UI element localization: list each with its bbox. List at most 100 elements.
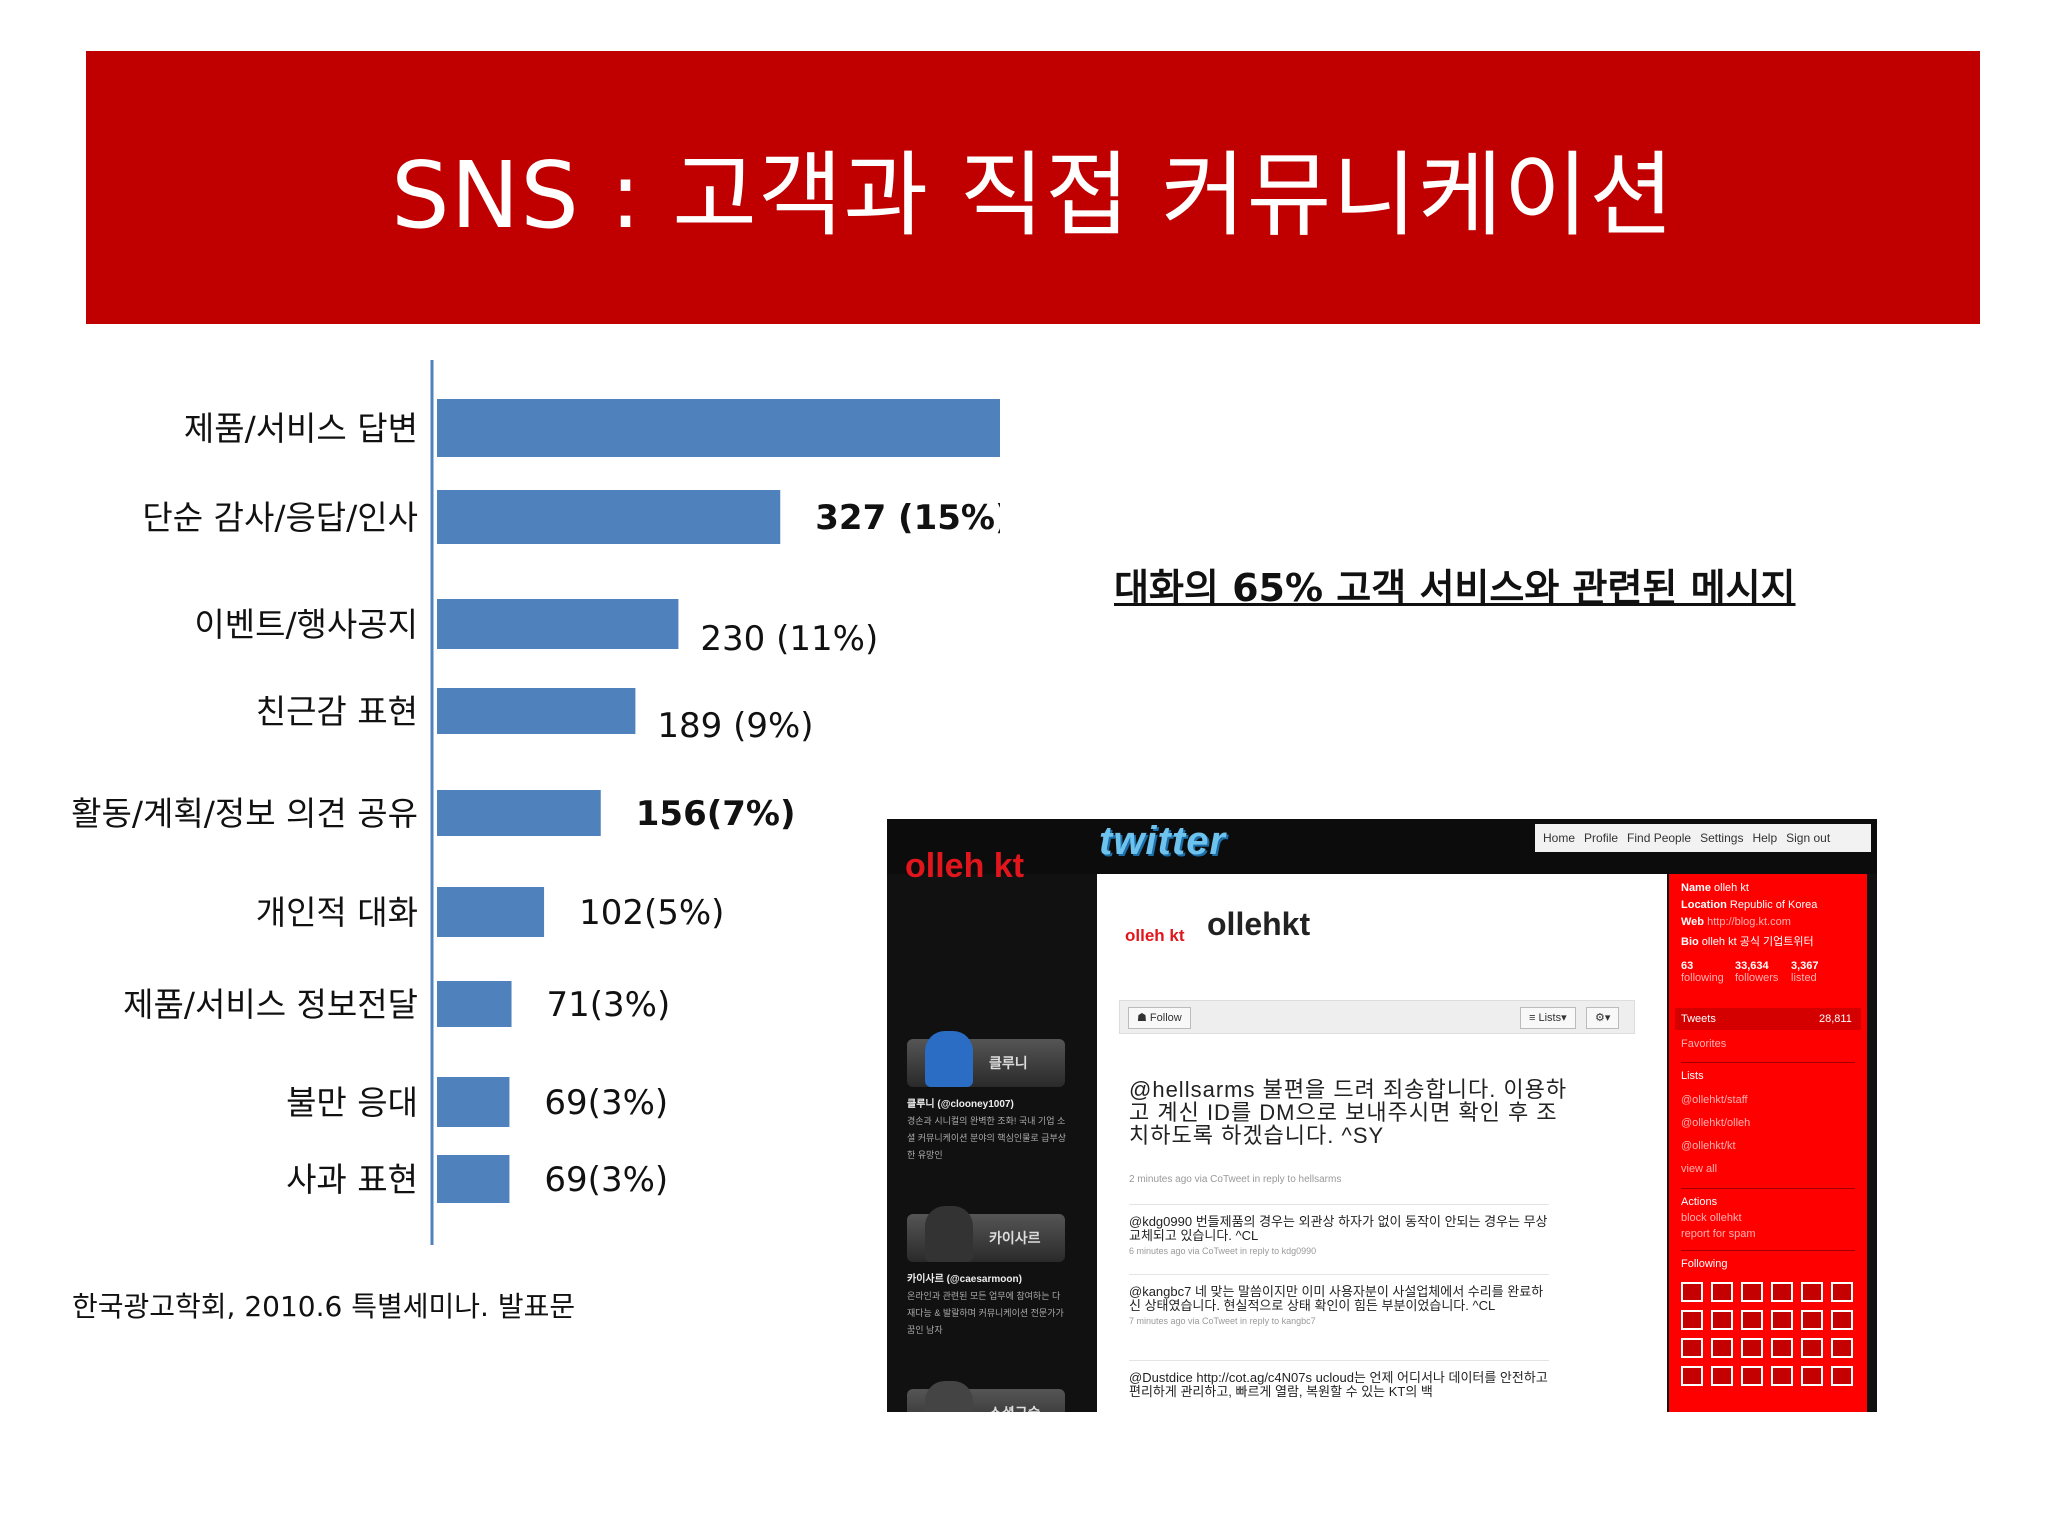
side-following-label: Following bbox=[1681, 1258, 1728, 1270]
following-avatar[interactable] bbox=[1801, 1310, 1823, 1330]
list-icon: ≡ bbox=[1529, 1012, 1539, 1024]
profile-handle: 카이사르 (@caesarmoon) bbox=[907, 1274, 1022, 1285]
side-list-view-all[interactable]: view all bbox=[1681, 1163, 1718, 1175]
tweets-count-bar[interactable] bbox=[1675, 1008, 1861, 1030]
source-citation: 한국광고학회, 2010.6 특별세미나. 발표문 bbox=[72, 1290, 576, 1323]
gear-icon: ⚙▾ bbox=[1595, 1012, 1611, 1024]
tweet-item: @kangbc7 네 맞는 말씀이지만 이미 사용자분이 사설업체에서 수리를 … bbox=[1129, 1274, 1549, 1326]
category-label: 불만 응대 bbox=[286, 1083, 418, 1122]
follow-button[interactable]: ☗ Follow bbox=[1128, 1007, 1191, 1029]
following-avatar[interactable] bbox=[1681, 1366, 1703, 1386]
tweet-meta[interactable]: 6 minutes ago via CoTweet in reply to kd… bbox=[1129, 1246, 1317, 1256]
twitter-main-column: olleh kt ollehkt ☗ Follow ≡ Lists▾ ⚙▾ @h… bbox=[1097, 874, 1667, 1412]
twitter-nav: Home Profile Find People Settings Help S… bbox=[1535, 824, 1871, 852]
side-tweets-label: Tweets bbox=[1681, 1013, 1716, 1025]
following-avatar[interactable] bbox=[1771, 1338, 1793, 1358]
following-avatar[interactable] bbox=[1741, 1338, 1763, 1358]
olleh-kt-logo: olleh kt bbox=[905, 847, 1025, 885]
bar bbox=[437, 399, 1000, 457]
following-avatar[interactable] bbox=[1741, 1282, 1763, 1302]
profile-card[interactable]: 카이사르 카이사르 (@caesarmoon) 온라인과 관련된 모든 업무에 … bbox=[903, 1206, 1073, 1389]
following-avatar[interactable] bbox=[1801, 1338, 1823, 1358]
following-avatar[interactable] bbox=[1711, 1338, 1733, 1358]
profile-list: 클루니 클루니 (@clooney1007) 경손과 시니컬의 완벽한 조화! … bbox=[903, 1031, 1073, 1412]
following-avatar[interactable] bbox=[1681, 1310, 1703, 1330]
side-tweets-count: 28,811 bbox=[1819, 1013, 1852, 1025]
data-label: 230 (11%) bbox=[700, 619, 878, 659]
side-favorites[interactable]: Favorites bbox=[1681, 1038, 1727, 1050]
nav-home[interactable]: Home bbox=[1543, 831, 1576, 845]
tweet-meta[interactable]: 7 minutes ago via CoTweet in reply to ka… bbox=[1129, 1316, 1316, 1326]
category-label: 제품/서비스 정보전달 bbox=[123, 985, 418, 1024]
bar bbox=[437, 981, 512, 1027]
following-grid bbox=[1681, 1282, 1853, 1386]
tweet-item: @Dustdice http://cot.ag/c4N07s ucloud는 언… bbox=[1129, 1360, 1549, 1399]
screen-name: ollehkt bbox=[1207, 906, 1311, 942]
twitter-sidebar: Name olleh kt Location Republic of Korea… bbox=[1669, 874, 1867, 1412]
nav-profile[interactable]: Profile bbox=[1584, 831, 1619, 845]
nav-sign-out[interactable]: Sign out bbox=[1786, 831, 1831, 845]
profile-card[interactable]: 클루니 클루니 (@clooney1007) 경손과 시니컬의 완벽한 조화! … bbox=[903, 1031, 1073, 1214]
following-avatar[interactable] bbox=[1711, 1310, 1733, 1330]
side-stat-following[interactable]: 63 following bbox=[1681, 960, 1724, 984]
divider bbox=[1681, 1250, 1855, 1251]
gear-button[interactable]: ⚙▾ bbox=[1586, 1007, 1620, 1029]
following-avatar[interactable] bbox=[1771, 1310, 1793, 1330]
following-avatar[interactable] bbox=[1741, 1310, 1763, 1330]
side-stat-followers[interactable]: 33,634 followers bbox=[1735, 960, 1779, 984]
highlight-note: 대화의 65% 고객 서비스와 관련된 메시지 bbox=[1114, 566, 1796, 610]
data-label: 69(3%) bbox=[544, 1160, 668, 1200]
olleh-kt-avatar-logo: olleh kt bbox=[1125, 926, 1185, 945]
avatar bbox=[925, 1381, 973, 1412]
following-avatar[interactable] bbox=[1741, 1366, 1763, 1386]
nav-find-people[interactable]: Find People bbox=[1627, 831, 1692, 845]
data-label: 69(3%) bbox=[544, 1083, 668, 1123]
following-avatar[interactable] bbox=[1831, 1338, 1853, 1358]
side-web-link[interactable]: http://blog.kt.com bbox=[1707, 916, 1791, 928]
bar bbox=[437, 490, 781, 544]
following-avatar[interactable] bbox=[1831, 1282, 1853, 1302]
side-stat-listed[interactable]: 3,367 listed bbox=[1791, 960, 1819, 984]
side-action-report[interactable]: report for spam bbox=[1681, 1228, 1756, 1240]
side-bio: Bio olleh kt 공식 기업트위터 bbox=[1681, 936, 1814, 948]
profile-card[interactable]: 소셜구슬 bbox=[903, 1381, 1073, 1412]
side-action-block[interactable]: block ollehkt bbox=[1681, 1212, 1742, 1224]
following-avatar[interactable] bbox=[1681, 1338, 1703, 1358]
follow-label: Follow bbox=[1149, 1012, 1182, 1024]
featured-tweet-meta[interactable]: 2 minutes ago via CoTweet in reply to he… bbox=[1129, 1174, 1342, 1185]
data-label: 71(3%) bbox=[547, 985, 671, 1025]
profile-desc: 온라인과 관련된 모든 업무에 참여하는 다재다능 & 발랄하며 커뮤니케이션 … bbox=[907, 1291, 1064, 1335]
bar bbox=[437, 1155, 510, 1203]
nav-settings[interactable]: Settings bbox=[1700, 831, 1744, 845]
following-avatar[interactable] bbox=[1771, 1366, 1793, 1386]
side-list-item[interactable]: @ollehkt/kt bbox=[1681, 1140, 1736, 1152]
following-avatar[interactable] bbox=[1711, 1366, 1733, 1386]
twitter-screenshot: twitter Home Profile Find People Setting… bbox=[887, 819, 1877, 1412]
following-avatar[interactable] bbox=[1801, 1282, 1823, 1302]
avatar bbox=[925, 1031, 973, 1087]
nav-help[interactable]: Help bbox=[1752, 831, 1778, 845]
category-label: 개인적 대화 bbox=[256, 893, 418, 932]
profile-name: 클루니 bbox=[989, 1055, 1028, 1071]
tweet-item: @kdg0990 번들제품의 경우는 외관상 하자가 없이 동작이 안되는 경우… bbox=[1129, 1204, 1549, 1256]
following-avatar[interactable] bbox=[1681, 1282, 1703, 1302]
following-avatar[interactable] bbox=[1801, 1366, 1823, 1386]
following-avatar[interactable] bbox=[1771, 1282, 1793, 1302]
following-avatar[interactable] bbox=[1831, 1310, 1853, 1330]
following-avatar[interactable] bbox=[1711, 1282, 1733, 1302]
slide-title: SNS : 고객과 직접 커뮤니케이션 bbox=[391, 142, 1675, 249]
bar bbox=[437, 1077, 510, 1127]
following-avatar[interactable] bbox=[1831, 1366, 1853, 1386]
side-actions-label: Actions bbox=[1681, 1196, 1718, 1208]
side-list-item[interactable]: @ollehkt/staff bbox=[1681, 1094, 1748, 1106]
data-label: 327 (15%) bbox=[815, 498, 1000, 538]
data-label: 189 (9%) bbox=[657, 706, 813, 746]
side-name: Name olleh kt bbox=[1681, 882, 1749, 894]
bar bbox=[437, 599, 679, 649]
twitter-logo[interactable]: twitter bbox=[1099, 819, 1226, 863]
side-list-item[interactable]: @ollehkt/olleh bbox=[1681, 1117, 1751, 1129]
lists-label: Lists▾ bbox=[1538, 1012, 1567, 1024]
profile-handle: 클루니 (@clooney1007) bbox=[907, 1099, 1014, 1110]
lists-button[interactable]: ≡ Lists▾ bbox=[1520, 1007, 1576, 1029]
